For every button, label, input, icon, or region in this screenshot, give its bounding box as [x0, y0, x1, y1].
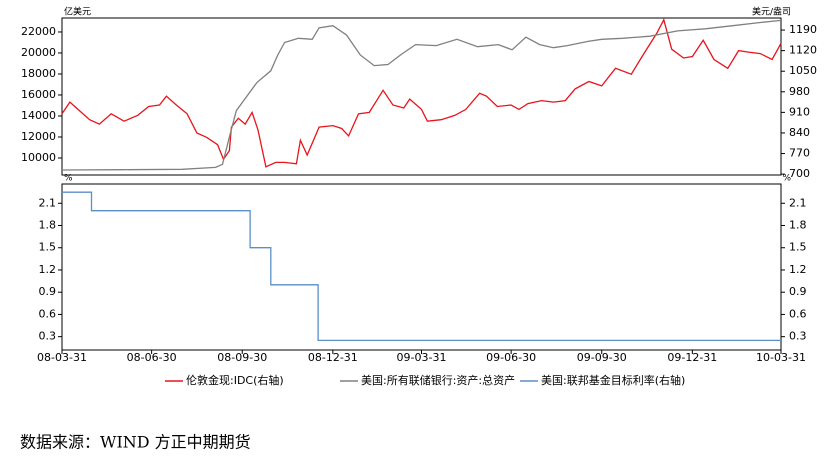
y-axis-label: 亿美元: [64, 6, 91, 18]
legend-label: 美国:联邦基金目标利率(右轴): [541, 373, 685, 387]
x-tick-label: 09-06-30: [486, 351, 536, 364]
plot-frame: [61, 183, 782, 351]
y2-tick-label: 0.3: [789, 330, 807, 343]
plot-frame: [61, 17, 782, 176]
y-tick-label: 2.1: [39, 196, 57, 209]
y2-tick-label: 910: [789, 105, 810, 118]
x-tick-label: 10-03-31: [756, 351, 806, 364]
y2-tick-label: 1.2: [789, 263, 807, 276]
y-tick-label: 0.6: [39, 307, 57, 320]
y2-tick-label: 1050: [789, 64, 817, 77]
y-tick-label: 16000: [21, 88, 56, 101]
y-tick-label: 14000: [21, 109, 56, 122]
y2-tick-label: 840: [789, 126, 810, 139]
x-tick-label: 08-12-31: [308, 351, 358, 364]
y-tick-label: 0.3: [39, 330, 57, 343]
x-tick-label: 09-09-30: [577, 351, 627, 364]
data-line: [61, 18, 782, 168]
y-tick-label: 22000: [21, 25, 56, 38]
y2-tick-label: 770: [789, 147, 810, 160]
data-line: [62, 191, 781, 342]
x-tick-label: 09-03-31: [397, 351, 447, 364]
y-tick-label: 12000: [21, 130, 56, 143]
legend-label: 伦敦金现:IDC(右轴): [186, 373, 284, 387]
y2-tick-label: 2.1: [789, 196, 807, 209]
source: 数据来源：WIND 方正中期期货: [20, 433, 251, 452]
y2-tick-label: 700: [789, 167, 810, 180]
y-tick-label: 1.8: [39, 219, 57, 232]
x-tick-label: 08-03-31: [37, 351, 87, 364]
y2-tick-label: 1.8: [789, 219, 807, 232]
y2-tick-label: 1.5: [789, 241, 807, 254]
y2-axis-label: %: [782, 174, 791, 184]
data-line: [61, 19, 782, 171]
y-tick-label: 0.9: [39, 285, 57, 298]
y2-axis-label: 美元/盎司: [752, 6, 791, 18]
y-axis-label: %: [64, 174, 73, 184]
y2-tick-label: 0.9: [789, 285, 807, 298]
x-tick-label: 08-06-30: [127, 351, 177, 364]
y-tick-label: 18000: [21, 67, 56, 80]
y2-tick-label: 0.6: [789, 307, 807, 320]
y2-tick-label: 1190: [789, 23, 817, 36]
y2-tick-label: 980: [789, 85, 810, 98]
y-tick-label: 1.5: [39, 241, 57, 254]
x-tick-label: 08-09-30: [217, 351, 267, 364]
legend-label: 美国:所有联储银行:资产:总资产: [361, 373, 515, 387]
y2-tick-label: 1120: [789, 44, 817, 57]
x-tick-label: 09-12-31: [667, 351, 717, 364]
y-tick-label: 20000: [21, 46, 56, 59]
y-tick-label: 1.2: [39, 263, 57, 276]
y-tick-label: 10000: [21, 151, 56, 164]
